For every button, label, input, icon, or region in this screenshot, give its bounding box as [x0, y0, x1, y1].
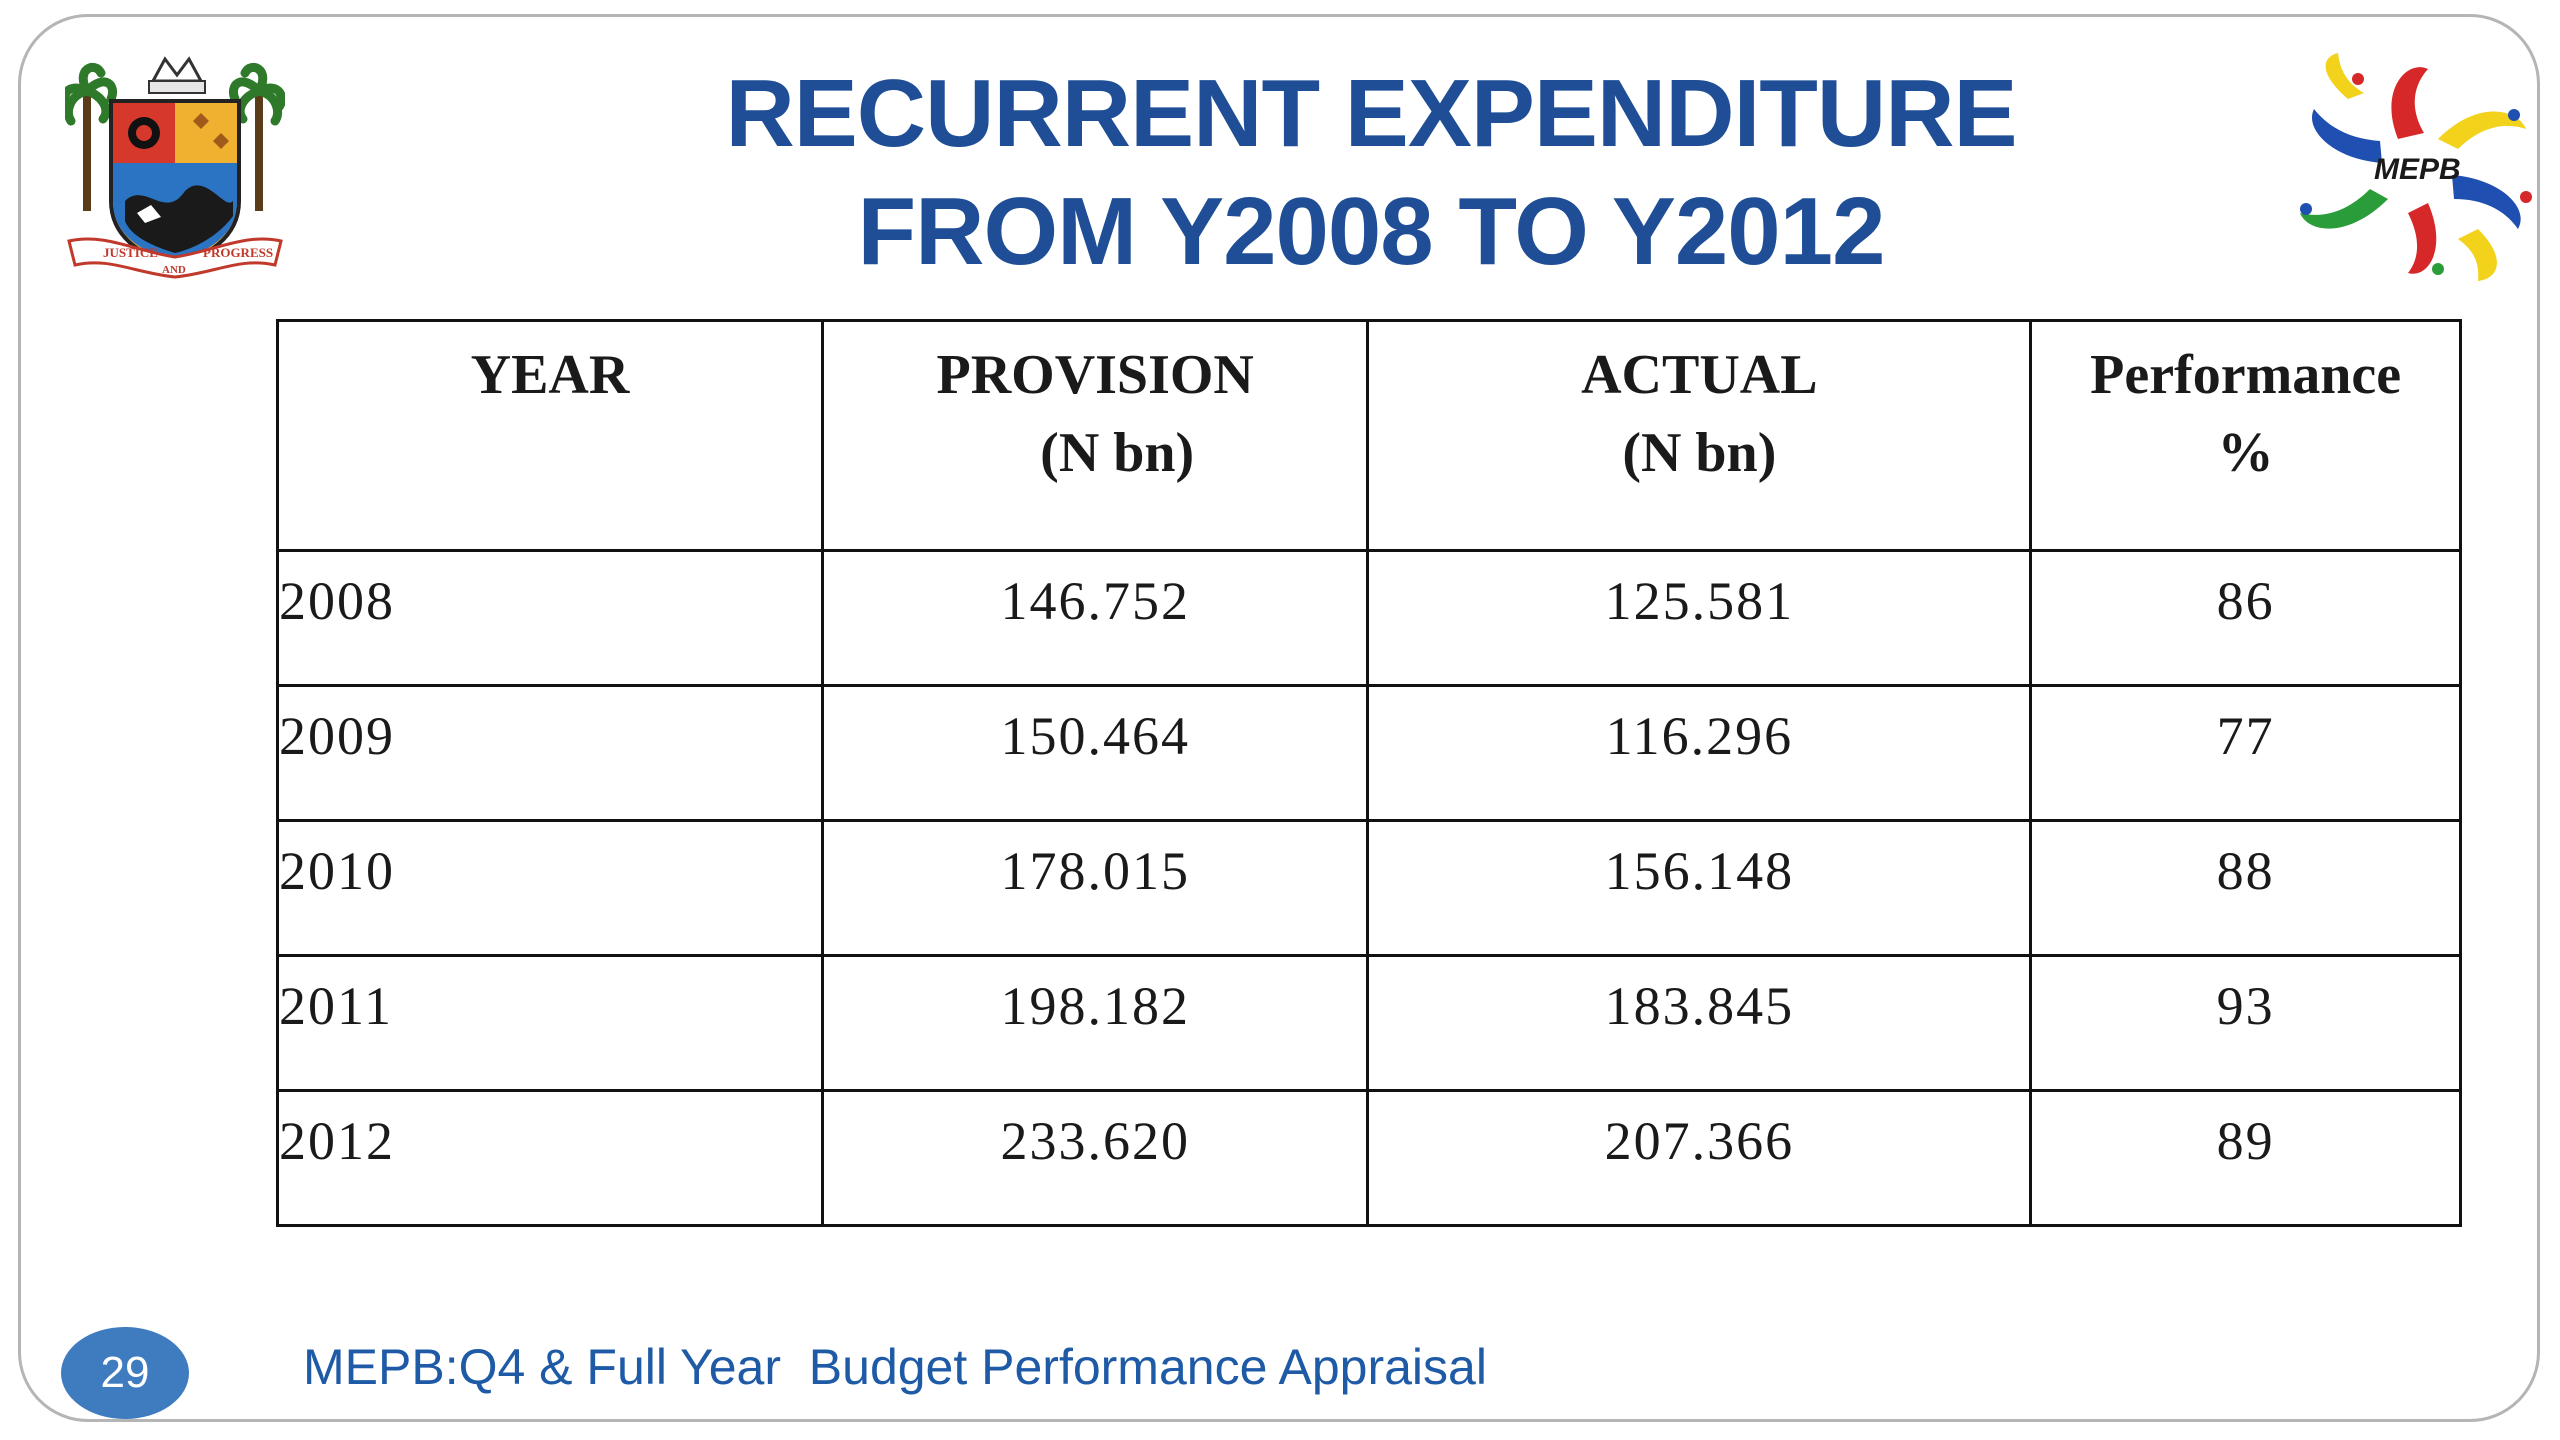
- mepb-logo-text: MEPB: [2374, 153, 2461, 186]
- slide: JUSTICE AND PROGRESS RECURRENT EXPENDITU…: [18, 14, 2540, 1422]
- mepb-logo: MEPB: [2300, 53, 2532, 281]
- table-row: 2012 233.620 207.366 89: [276, 1089, 2462, 1227]
- table-header-row: YEAR PROVISION (N bn) ACTUAL (N bn) Perf…: [276, 319, 2462, 552]
- cell-provision: 150.464: [820, 684, 1370, 822]
- cell-year: 2012: [276, 1089, 824, 1227]
- cell-year: 2010: [276, 819, 824, 957]
- footer-text: MEPB:Q4 & Full Year Budget Performance A…: [303, 1339, 1487, 1395]
- cell-performance: 86: [2029, 549, 2462, 687]
- cell-performance: 93: [2029, 954, 2462, 1092]
- page-number-badge: 29: [61, 1327, 189, 1419]
- cell-performance: 88: [2029, 819, 2462, 957]
- cell-year: 2009: [276, 684, 824, 822]
- header-performance: Performance %: [2029, 319, 2462, 552]
- slide-title-line-2: FROM Y2008 TO Y2012: [857, 178, 1886, 285]
- cell-provision: 146.752: [820, 549, 1370, 687]
- table-row: 2010 178.015 156.148 88: [276, 819, 2462, 957]
- coat-of-arms-logo: JUSTICE AND PROGRESS: [65, 56, 285, 279]
- header-provision: PROVISION (N bn): [820, 319, 1370, 552]
- cell-actual: 116.296: [1366, 684, 2033, 822]
- motto-text: AND: [162, 264, 186, 276]
- budget-table: YEAR PROVISION (N bn) ACTUAL (N bn) Perf…: [276, 319, 2462, 1227]
- header-year: YEAR: [276, 319, 824, 552]
- slide-title: RECURRENT EXPENDITURE FROM Y2008 TO Y201…: [541, 55, 2201, 291]
- cell-actual: 156.148: [1366, 819, 2033, 957]
- cell-actual: 207.366: [1366, 1089, 2033, 1227]
- motto-text: PROGRESS: [203, 245, 273, 260]
- motto-text: JUSTICE: [103, 245, 158, 260]
- cell-provision: 198.182: [820, 954, 1370, 1092]
- cell-provision: 233.620: [820, 1089, 1370, 1227]
- cell-performance: 77: [2029, 684, 2462, 822]
- palm-tree-icon: [229, 63, 285, 211]
- cell-year: 2011: [276, 954, 824, 1092]
- table-row: 2009 150.464 116.296 77: [276, 684, 2462, 822]
- table-row: 2011 198.182 183.845 93: [276, 954, 2462, 1092]
- cell-performance: 89: [2029, 1089, 2462, 1227]
- cell-actual: 125.581: [1366, 549, 2033, 687]
- slide-title-line-1: RECURRENT EXPENDITURE: [725, 60, 2017, 167]
- cell-actual: 183.845: [1366, 954, 2033, 1092]
- palm-tree-icon: [65, 63, 117, 211]
- cell-provision: 178.015: [820, 819, 1370, 957]
- table-row: 2008 146.752 125.581 86: [276, 549, 2462, 687]
- cell-year: 2008: [276, 549, 824, 687]
- header-actual: ACTUAL (N bn): [1366, 319, 2033, 552]
